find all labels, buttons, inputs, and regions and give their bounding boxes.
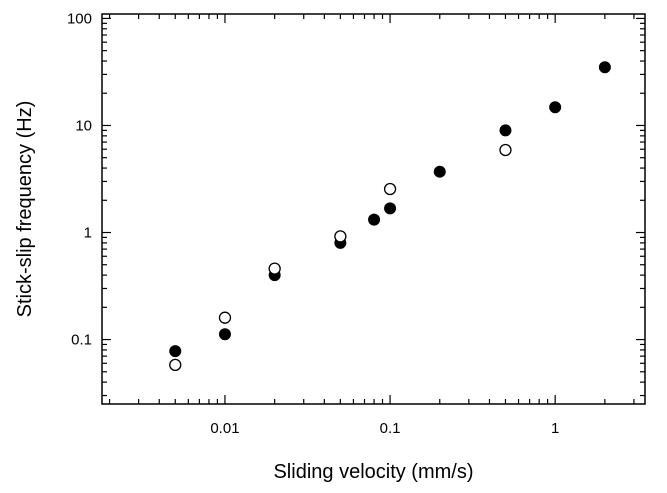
open-data-point xyxy=(268,262,281,275)
filled-data-point xyxy=(598,61,611,74)
filled-data-point xyxy=(169,345,182,358)
data-points xyxy=(169,61,611,372)
y-tick-label: 0.1 xyxy=(71,332,92,349)
open-data-point xyxy=(383,182,397,196)
open-data-point xyxy=(169,358,182,372)
filled-data-point xyxy=(433,165,446,178)
plot-frame xyxy=(101,13,646,405)
filled-data-point xyxy=(549,101,562,114)
filled-data-point xyxy=(384,202,397,215)
x-tick-label: 0.1 xyxy=(380,420,401,437)
open-data-point xyxy=(499,143,512,157)
filled-data-point xyxy=(368,213,381,226)
tick-labels: 0.01 0.1 1 0.1 1 10 100 xyxy=(67,10,559,437)
y-tick-label: 10 xyxy=(75,117,92,134)
filled-data-point xyxy=(499,124,512,137)
axis-ticks xyxy=(102,14,645,404)
open-data-point xyxy=(334,230,347,243)
y-axis-label: Stick-slip frequency (Hz) xyxy=(14,101,36,318)
y-tick-label: 1 xyxy=(84,225,92,242)
y-tick-label: 100 xyxy=(67,10,92,27)
filled-data-point xyxy=(218,328,231,341)
x-tick-label: 1 xyxy=(551,420,559,437)
x-tick-label: 0.01 xyxy=(210,420,239,437)
open-data-point xyxy=(218,311,232,324)
x-axis-label: Sliding velocity (mm/s) xyxy=(273,461,473,483)
